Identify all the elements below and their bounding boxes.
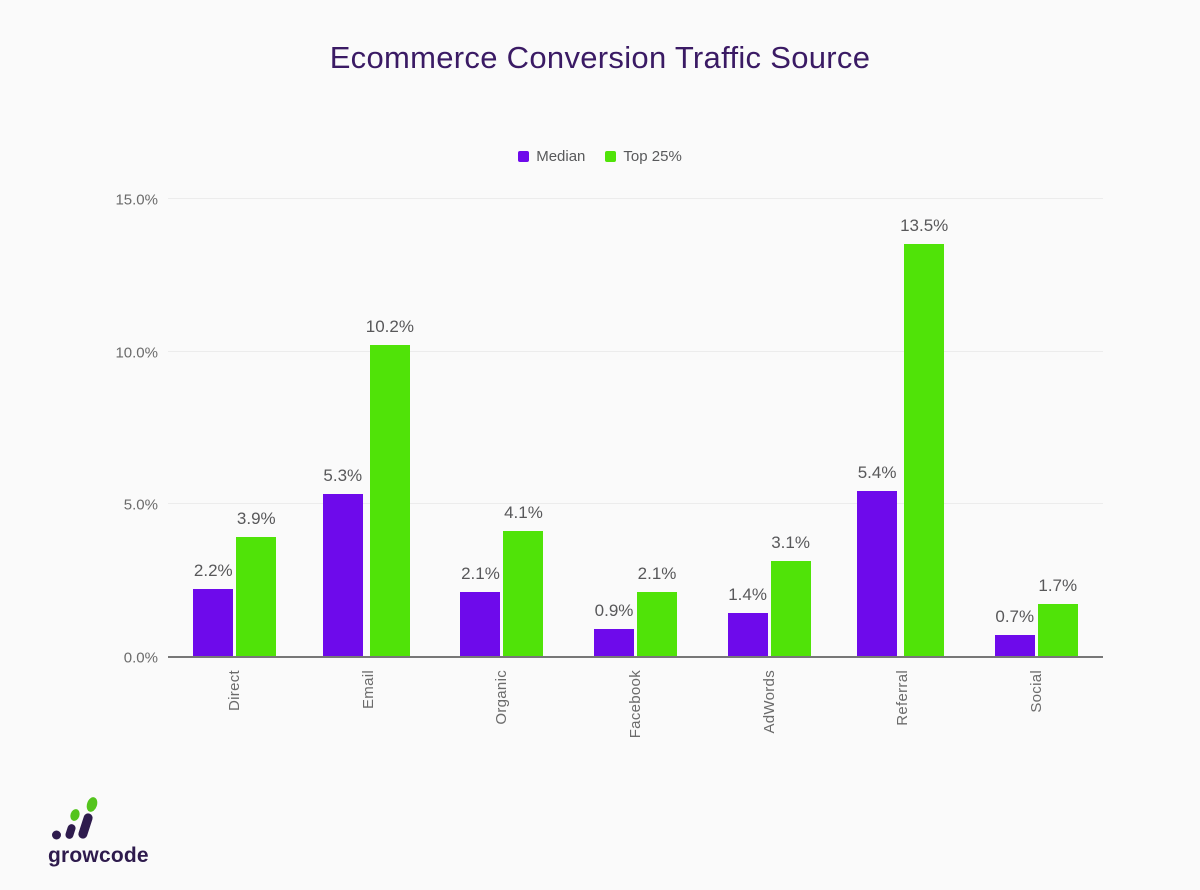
x-category-label: Email xyxy=(359,670,377,710)
bar-value-label: 2.1% xyxy=(461,563,500,583)
bar xyxy=(193,588,234,656)
legend-label: Median xyxy=(536,148,586,165)
x-label-slot: Facebook xyxy=(569,662,703,760)
bar-groups: 2.2% 3.9% 5.3% 10.2% 2.1% 4.1% 0.9% 2.1% 1.4% 3.1… xyxy=(168,200,1103,656)
bar-column: 1.4% xyxy=(727,200,768,656)
x-category-label: Referral xyxy=(894,670,912,726)
bar-group: 2.2% 3.9% xyxy=(168,200,302,656)
bar xyxy=(236,536,277,656)
bar xyxy=(637,591,678,656)
legend-label: Top 25% xyxy=(623,148,682,165)
chart-title: Ecommerce Conversion Traffic Source xyxy=(329,40,871,75)
bar-column: 3.9% xyxy=(236,200,277,656)
x-category-label: Facebook xyxy=(627,670,645,739)
bar-value-label: 3.1% xyxy=(771,533,810,553)
bar-value-label: 1.7% xyxy=(1038,576,1078,596)
bar xyxy=(994,634,1035,656)
legend-item-median: Median xyxy=(518,148,585,165)
growcode-logo-icon xyxy=(52,797,98,840)
bar-group: 0.9% 2.1% xyxy=(569,200,703,656)
bar-chart: 0.0% 5.0% 10.0% 15.0% 2.2% 3.9% 5.3% 10.2% 2.1%… xyxy=(100,192,1110,760)
x-label-slot: Referral xyxy=(836,662,970,760)
y-tick-label: 0.0% xyxy=(123,649,158,667)
bar-column: 0.9% xyxy=(594,200,635,656)
x-axis: Direct Email Organic Facebook AdWords Referra… xyxy=(168,662,1103,760)
x-label-slot: AdWords xyxy=(702,662,836,760)
bar xyxy=(503,530,544,656)
bar-column: 5.4% xyxy=(857,200,898,656)
bar-group: 1.4% 3.1% xyxy=(702,200,836,656)
bar-column: 4.1% xyxy=(503,200,544,656)
x-category-label: Direct xyxy=(226,670,244,711)
bar-value-label: 10.2% xyxy=(365,316,414,336)
bar xyxy=(322,494,363,656)
x-label-slot: Email xyxy=(302,662,436,760)
legend: Median Top 25% xyxy=(0,148,1200,165)
bar xyxy=(857,491,898,656)
bar-group: 5.4% 13.5% xyxy=(836,200,970,656)
legend-swatch-icon xyxy=(605,151,617,162)
bar-column: 2.2% xyxy=(193,200,234,656)
y-axis: 0.0% 5.0% 10.0% 15.0% xyxy=(100,192,158,667)
bar-value-label: 2.1% xyxy=(637,563,677,583)
bar-value-label: 1.4% xyxy=(728,585,767,605)
x-category-label: Organic xyxy=(493,670,511,725)
growcode-logo: growcode xyxy=(48,796,149,868)
gridline xyxy=(168,198,1103,199)
y-tick-label: 10.0% xyxy=(115,344,158,362)
growcode-wordmark: growcode xyxy=(48,844,149,867)
x-label-slot: Social xyxy=(969,662,1103,760)
plot-area: 2.2% 3.9% 5.3% 10.2% 2.1% 4.1% 0.9% 2.1% 1.4% 3.1… xyxy=(168,198,1103,658)
legend-item-top-25-: Top 25% xyxy=(605,148,682,165)
bar-value-label: 13.5% xyxy=(900,215,949,235)
bar-value-label: 0.9% xyxy=(594,600,634,620)
bar-column: 2.1% xyxy=(637,200,678,656)
bar xyxy=(594,628,635,656)
x-label-slot: Organic xyxy=(435,662,569,760)
bar-value-label: 0.7% xyxy=(995,606,1035,626)
bar-column: 5.3% xyxy=(322,200,363,656)
bar-value-label: 4.1% xyxy=(504,502,543,522)
bar-group: 2.1% 4.1% xyxy=(435,200,569,656)
bar-value-label: 5.3% xyxy=(323,466,363,486)
bar xyxy=(460,591,501,656)
bar-value-label: 2.2% xyxy=(193,560,233,580)
x-category-label: AdWords xyxy=(760,670,778,734)
gridline xyxy=(168,503,1103,505)
bar-column: 0.7% xyxy=(994,200,1035,656)
bar xyxy=(727,613,768,656)
bar-column: 10.2% xyxy=(366,200,414,656)
y-tick-label: 5.0% xyxy=(123,496,158,514)
bar-group: 5.3% 10.2% xyxy=(302,200,436,656)
bar xyxy=(1037,604,1078,656)
bar-column: 3.1% xyxy=(770,200,811,656)
bar-value-label: 5.4% xyxy=(857,463,897,483)
bar-column: 2.1% xyxy=(460,200,501,656)
bar xyxy=(369,344,410,656)
x-category-label: Social xyxy=(1027,670,1045,713)
y-tick-label: 15.0% xyxy=(115,191,158,209)
bar xyxy=(904,243,945,656)
bar xyxy=(770,561,811,656)
x-label-slot: Direct xyxy=(168,662,302,760)
bar-column: 1.7% xyxy=(1037,200,1078,656)
gridline xyxy=(168,350,1103,352)
bar-group: 0.7% 1.7% xyxy=(969,200,1103,656)
bar-value-label: 3.9% xyxy=(236,508,276,528)
bar-column: 13.5% xyxy=(900,200,948,656)
legend-swatch-icon xyxy=(518,151,530,162)
